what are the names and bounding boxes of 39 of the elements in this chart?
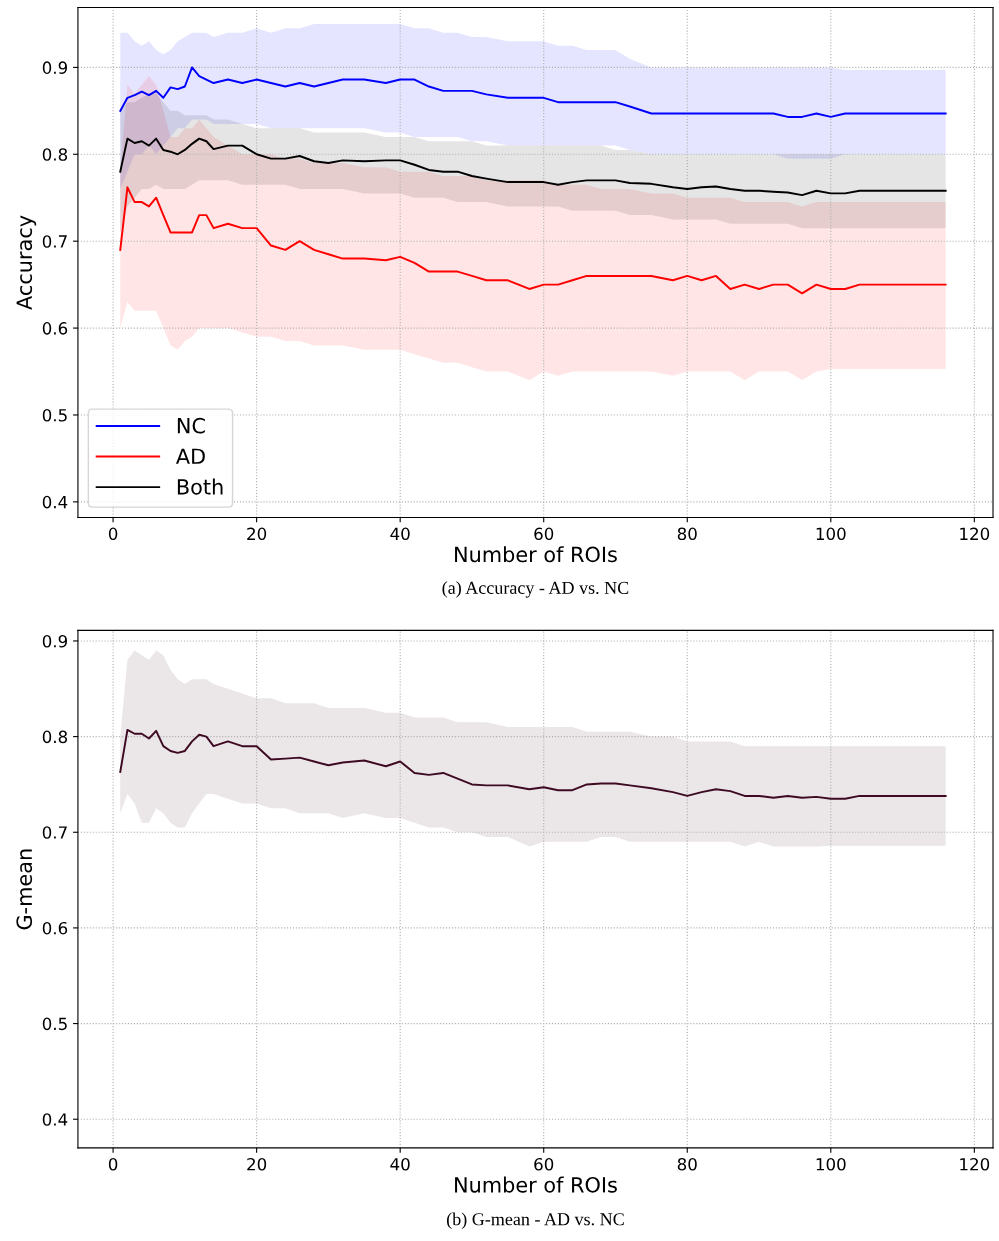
line-series: [119, 186, 947, 295]
x-tick-label: 120: [960, 527, 990, 541]
x-tick-label: 20: [247, 527, 267, 541]
x-tick-label: 20: [247, 1157, 267, 1171]
y-axis-title: G-mean: [16, 849, 33, 930]
y-tick-label: 0.5: [42, 408, 67, 422]
legend-label: AD: [176, 448, 205, 464]
legend-label: NC: [177, 417, 205, 434]
x-tick-label: 80: [677, 1157, 697, 1171]
y-tick-label: 0.5: [42, 1017, 67, 1031]
y-tick-label: 0.6: [42, 322, 68, 335]
x-axis-title: Number of ROIs: [455, 1176, 617, 1193]
y-tick-label: 0.9: [42, 634, 68, 648]
text: (a) Accuracy - AD vs. NC: [442, 581, 629, 598]
text: (b) G-mean - AD vs. NC: [446, 1212, 624, 1229]
y-tick-label: 0.4: [42, 495, 68, 509]
x-tick-label: 100: [816, 1157, 846, 1171]
x-tick-label: 40: [390, 527, 410, 541]
x-tick-label: 0: [108, 1157, 118, 1171]
y-tick-label: 0.7: [42, 826, 67, 839]
x-tick-label: 60: [534, 1157, 554, 1171]
y-tick-label: 0.9: [42, 61, 68, 74]
y-tick-label: 0.8: [42, 730, 68, 744]
x-tick-label: 40: [390, 1157, 410, 1171]
y-tick-label: 0.6: [42, 921, 68, 935]
line-series: [119, 728, 947, 800]
y-tick-label: 0.4: [42, 1113, 68, 1126]
legend-label: Both: [177, 478, 223, 495]
x-tick-label: 100: [816, 527, 846, 541]
x-tick-label: 80: [677, 527, 697, 541]
x-tick-label: 60: [534, 527, 554, 541]
y-tick-label: 0.7: [42, 235, 67, 248]
x-tick-label: 120: [960, 1157, 990, 1171]
x-axis-title: Number of ROIs: [455, 546, 617, 563]
x-tick-label: 0: [108, 527, 118, 541]
line-series: [119, 66, 947, 118]
y-axis-title: Accuracy: [16, 215, 37, 310]
line-series: [119, 137, 947, 197]
y-tick-label: 0.8: [42, 148, 68, 161]
